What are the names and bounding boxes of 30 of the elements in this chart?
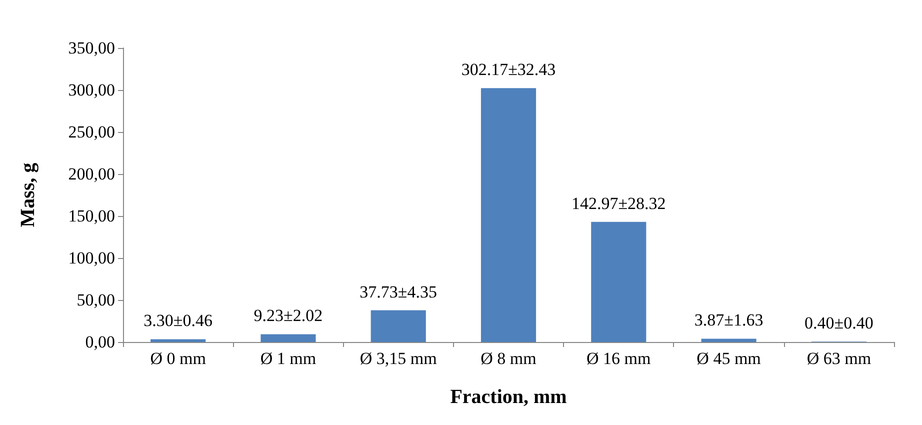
x-tick-label: Ø 8 mm [480,349,536,368]
data-label: 37.73±4.35 [360,282,438,302]
bar [260,334,316,342]
x-tick-label: Ø 16 mm [586,349,651,368]
x-tick-label: Ø 0 mm [150,349,206,368]
x-tick-label: Ø 1 mm [260,349,316,368]
data-label: 3.30±0.46 [144,311,212,330]
bar [370,310,426,342]
y-tick-label: 50,00 [76,290,115,310]
x-axis-title: Fraction, mm [450,386,568,408]
y-axis-title: Mass, g [17,162,39,228]
y-tick-label: 0,00 [85,332,115,352]
data-label: 3.87±1.63 [694,310,764,330]
x-tick-label: Ø 3,15 mm [360,349,437,368]
bar [701,338,756,342]
x-tick-label: Ø 63 mm [806,349,872,368]
data-label: 9.23±2.02 [254,306,323,326]
x-tick-label: Ø 45 mm [696,349,761,368]
y-tick-label: 350,00 [68,38,115,58]
bar [591,222,646,342]
data-label: 302.17±32.43 [461,60,556,80]
bar [480,88,536,342]
data-label: 142.97±28.32 [571,194,666,213]
y-tick-label: 150,00 [68,206,115,226]
y-tick-label: 300,00 [68,80,115,100]
y-tick-label: 200,00 [68,164,115,184]
bar [150,339,206,342]
y-tick-label: 250,00 [68,122,115,142]
y-tick-label: 100,00 [68,248,115,268]
data-label: 0.40±0.40 [804,314,874,333]
